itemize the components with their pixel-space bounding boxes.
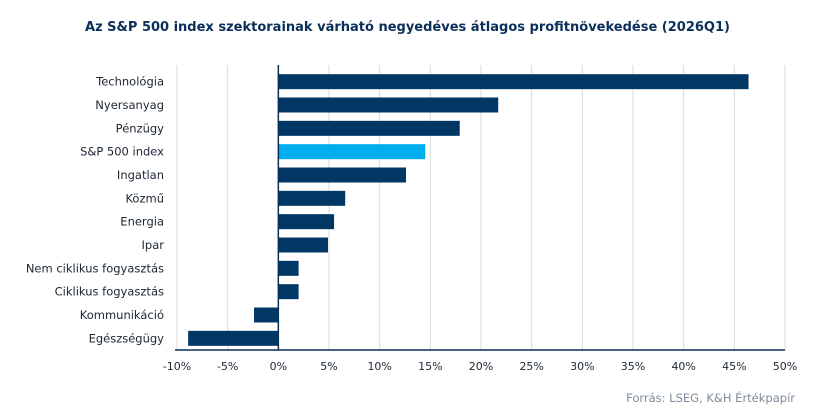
x-tick-label: 40% — [671, 360, 695, 373]
x-tick-label: -10% — [163, 360, 191, 373]
x-tick-label: 30% — [570, 360, 594, 373]
source-note: Forrás: LSEG, K&H Értékpapír — [626, 391, 795, 405]
bar-ciklikus-fogyaszt-s — [278, 284, 299, 300]
category-label: Kommunikáció — [80, 308, 164, 322]
bar-nem-ciklikus-fogyaszt-s — [278, 260, 299, 276]
x-tick-label: -5% — [217, 360, 238, 373]
category-label: Technológia — [95, 75, 164, 89]
x-tick-label: 35% — [621, 360, 645, 373]
bar-eg-szs-g-gy — [188, 330, 279, 346]
bar-s-p-500-index — [278, 144, 426, 160]
category-label: Ipar — [142, 238, 165, 252]
x-tick-label: 50% — [773, 360, 797, 373]
bar-nyersanyag — [278, 97, 499, 113]
category-label: Pénzügy — [116, 121, 165, 135]
chart-title: Az S&P 500 index szektorainak várható ne… — [85, 20, 730, 35]
x-tick-label: 25% — [519, 360, 543, 373]
category-label: Nyersanyag — [95, 98, 164, 112]
category-label: Egészségügy — [89, 331, 165, 345]
x-tick-label: 0% — [270, 360, 287, 373]
category-label: Közmű — [125, 191, 164, 205]
bar-ipar — [278, 237, 328, 253]
bar-technol-gia — [278, 74, 749, 90]
category-label: Ciklikus fogyasztás — [55, 285, 164, 299]
category-label: Ingatlan — [117, 168, 164, 182]
bar-k-zm- — [278, 190, 346, 206]
category-label: S&P 500 index — [80, 145, 164, 159]
bar-energia — [278, 214, 335, 230]
category-label: Nem ciklikus fogyasztás — [26, 261, 164, 275]
bar-p-nz-gy — [278, 120, 460, 136]
bar-ingatlan — [278, 167, 407, 183]
bar-kommunik-ci- — [254, 307, 279, 323]
x-tick-label: 5% — [320, 360, 337, 373]
category-label: Energia — [120, 215, 164, 229]
x-tick-label: 10% — [367, 360, 391, 373]
x-tick-label: 20% — [469, 360, 493, 373]
x-tick-label: 15% — [418, 360, 442, 373]
x-tick-label: 45% — [722, 360, 746, 373]
